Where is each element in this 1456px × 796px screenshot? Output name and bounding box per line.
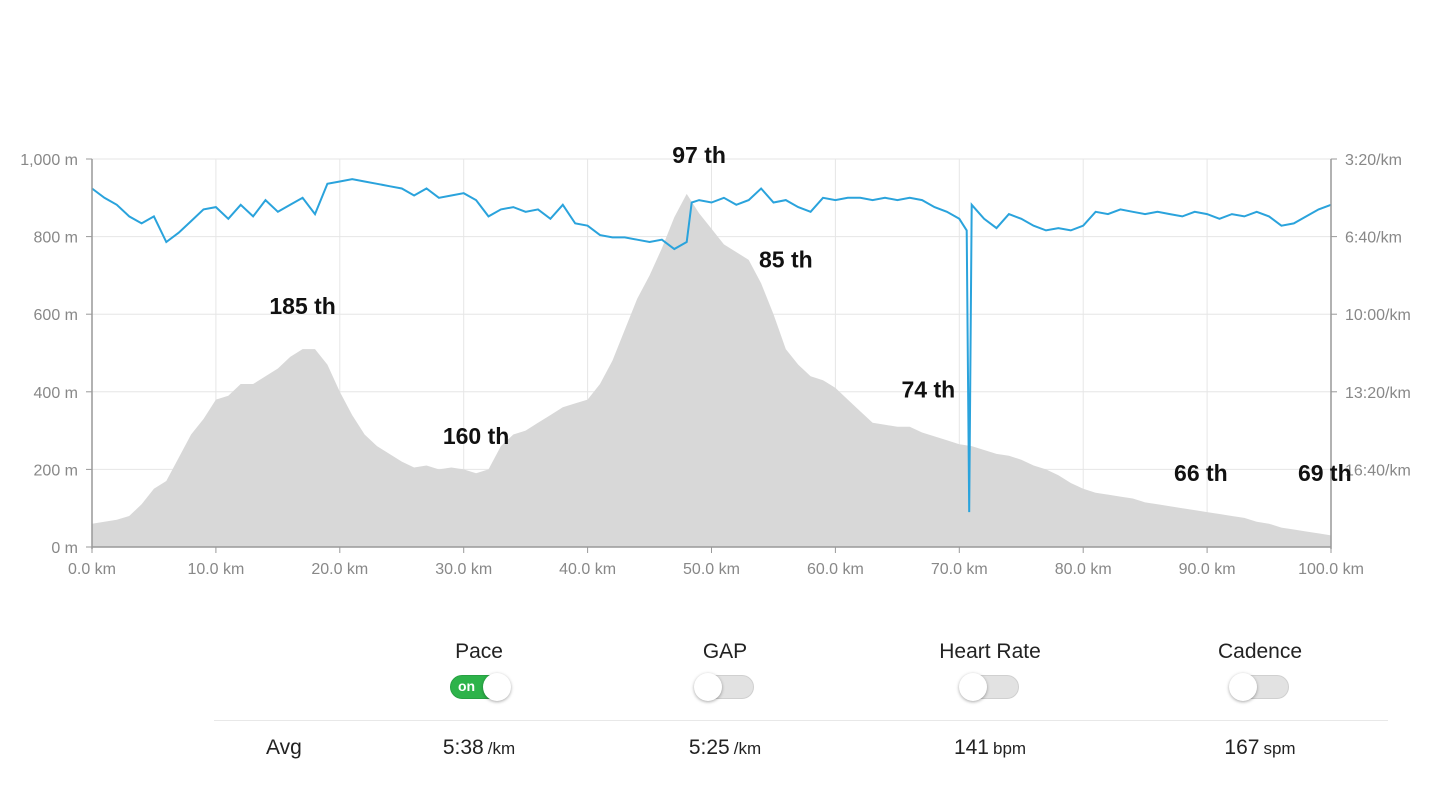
tick-labels: 0 m 200 m 400 m 600 m 800 m 1,000 m 0.0 km 10.0… xyxy=(20,152,1411,578)
y-right-tick-label: 16:40/km xyxy=(1345,462,1411,479)
rank-annotation: 160 th xyxy=(443,423,509,449)
heart-rate-toggle[interactable] xyxy=(959,673,1019,701)
y-tick-label: 200 m xyxy=(34,462,78,479)
y-right-tick-label: 10:00/km xyxy=(1345,307,1411,324)
avg-pace-unit: /km xyxy=(487,739,516,758)
avg-label: Avg xyxy=(266,736,302,759)
elevation-area xyxy=(92,193,1331,547)
y-tick-label: 800 m xyxy=(34,230,78,247)
gap-toggle[interactable] xyxy=(694,673,754,701)
y-tick-label: 1,000 m xyxy=(20,152,78,169)
toggle-knob xyxy=(1229,673,1257,701)
x-tick-label: 30.0 km xyxy=(435,561,492,578)
rank-annotation: 185 th xyxy=(269,293,335,319)
avg-cadence-unit: spm xyxy=(1263,739,1296,758)
avg-cadence-value: 167 xyxy=(1224,736,1260,759)
avg-cadence: 167 spm xyxy=(1160,736,1360,760)
pace-toggle[interactable]: on xyxy=(450,673,511,701)
rank-annotation: 85 th xyxy=(759,247,813,273)
pace-control: Pace on xyxy=(399,640,559,701)
cadence-control: Cadence xyxy=(1180,640,1340,701)
rank-annotation: 69 th xyxy=(1298,460,1352,486)
avg-heart-rate-value: 141 xyxy=(953,736,989,759)
avg-gap-unit: /km xyxy=(733,739,762,758)
pace-line xyxy=(91,178,1332,513)
x-tick-label: 0.0 km xyxy=(68,561,116,578)
avg-pace: 5:38/km xyxy=(379,736,579,760)
divider xyxy=(214,720,1388,721)
x-tick-label: 100.0 km xyxy=(1298,561,1364,578)
rank-annotation: 74 th xyxy=(901,377,955,403)
avg-gap: 5:25/km xyxy=(625,736,825,760)
metric-controls: Pace on GAP Heart Rate Cadence Avg 5:38/… xyxy=(214,640,1388,780)
gap-label: GAP xyxy=(702,640,748,663)
rank-annotation: 97 th xyxy=(672,142,726,168)
y-tick-label: 400 m xyxy=(34,385,78,402)
y-tick-label: 600 m xyxy=(34,307,78,324)
x-tick-label: 90.0 km xyxy=(1179,561,1236,578)
toggle-on-text: on xyxy=(458,678,476,694)
gap-control: GAP xyxy=(645,640,805,701)
x-tick-label: 40.0 km xyxy=(559,561,616,578)
pace-label: Pace xyxy=(455,640,503,663)
rank-annotations: 185 th 160 th 97 th 85 th 74 th 66 th 69 th xyxy=(269,142,1351,486)
y-tick-label: 0 m xyxy=(51,540,78,557)
y-right-tick-label: 3:20/km xyxy=(1345,152,1402,169)
x-tick-label: 50.0 km xyxy=(683,561,740,578)
rank-annotation: 66 th xyxy=(1174,460,1228,486)
x-tick-label: 80.0 km xyxy=(1055,561,1112,578)
x-tick-label: 60.0 km xyxy=(807,561,864,578)
avg-pace-value: 5:38 xyxy=(442,736,484,759)
x-tick-label: 70.0 km xyxy=(931,561,988,578)
toggle-knob xyxy=(483,673,511,701)
toggle-knob xyxy=(694,673,722,701)
toggle-knob xyxy=(959,673,987,701)
x-tick-label: 10.0 km xyxy=(187,561,244,578)
y-right-tick-label: 6:40/km xyxy=(1345,230,1402,247)
avg-row: Avg 5:38/km 5:25/km 141 bpm 167 spm xyxy=(214,736,1388,766)
avg-gap-value: 5:25 xyxy=(688,736,730,759)
avg-heart-rate-unit: bpm xyxy=(992,739,1027,758)
avg-heart-rate: 141 bpm xyxy=(890,736,1090,760)
heart-rate-control: Heart Rate xyxy=(910,640,1070,701)
cadence-label: Cadence xyxy=(1217,640,1303,663)
y-right-tick-label: 13:20/km xyxy=(1345,385,1411,402)
elevation-pace-chart: 0 m 200 m 400 m 600 m 800 m 1,000 m 0.0 km 10.0… xyxy=(20,142,1411,578)
x-tick-label: 20.0 km xyxy=(311,561,368,578)
cadence-toggle[interactable] xyxy=(1229,673,1289,701)
axes xyxy=(86,158,1337,553)
heart-rate-label: Heart Rate xyxy=(939,640,1041,663)
